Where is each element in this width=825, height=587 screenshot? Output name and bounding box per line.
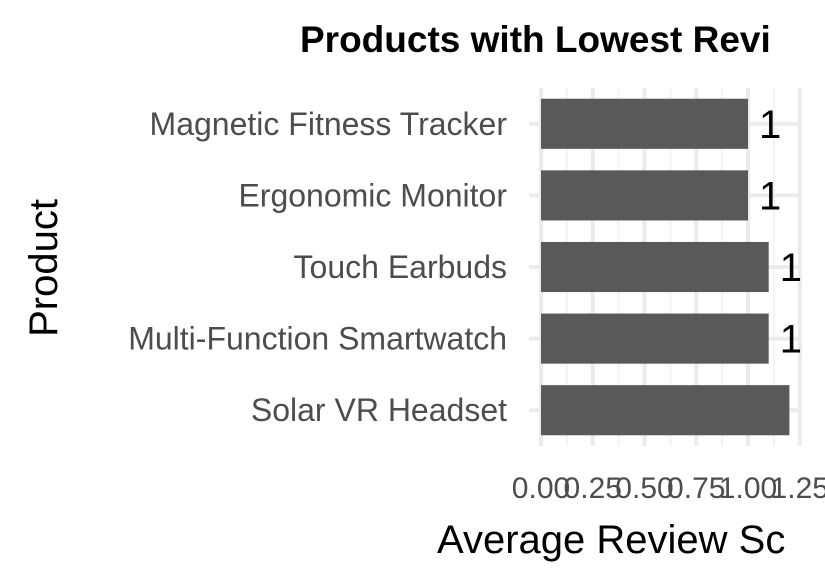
tick-label: 0.25 [564, 472, 622, 505]
x-axis-title: Average Review Sc [437, 518, 785, 562]
tick-label: 0.50 [615, 472, 673, 505]
data-label: 1 [759, 103, 781, 147]
x-axis-labels: 0.000.250.500.751.001.25 [512, 472, 825, 505]
chart-title: Products with Lowest Revi [300, 19, 771, 60]
y-axis-labels: Magnetic Fitness Tracker Ergonomic Monito… [128, 106, 507, 428]
tick-label: 0.75 [667, 472, 725, 505]
bar [541, 170, 748, 221]
category-label: Touch Earbuds [294, 249, 507, 285]
bar [541, 313, 769, 364]
bars [541, 98, 790, 436]
data-label: 1 [759, 174, 781, 218]
bar [541, 241, 769, 293]
category-label: Magnetic Fitness Tracker [150, 106, 508, 142]
category-label: Solar VR Headset [251, 392, 507, 428]
category-label: Ergonomic Monitor [238, 177, 507, 213]
category-label: Multi-Function Smartwatch [128, 321, 507, 357]
tick-label: 1.25 [771, 472, 825, 505]
data-label: 1 [780, 318, 802, 362]
bar [541, 385, 790, 436]
data-labels: 1 1 1 1 [759, 103, 802, 362]
tick-label: 1.00 [719, 472, 777, 505]
tick-label: 0.00 [512, 472, 570, 505]
bar [541, 98, 748, 149]
y-axis-title: Product [22, 199, 66, 337]
data-label: 1 [780, 246, 802, 290]
